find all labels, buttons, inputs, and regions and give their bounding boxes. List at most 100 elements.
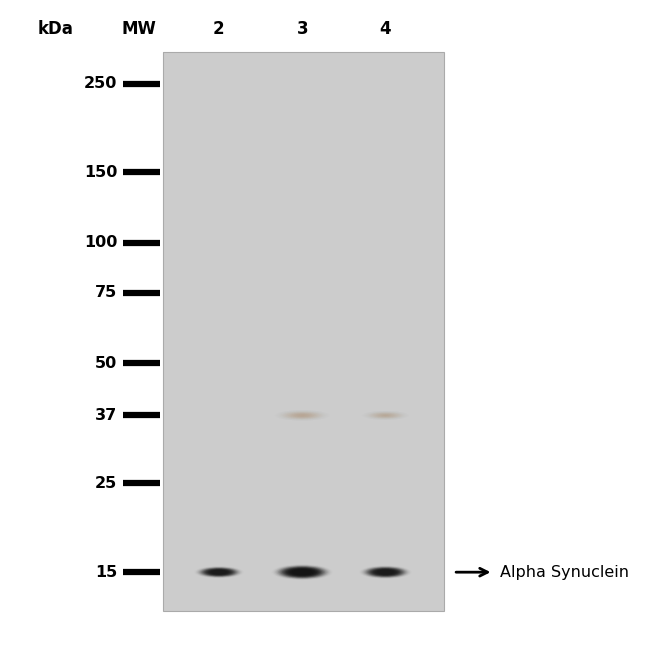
Text: 3: 3 — [296, 20, 308, 38]
Text: 15: 15 — [95, 565, 117, 580]
Ellipse shape — [369, 412, 402, 419]
Ellipse shape — [291, 413, 313, 417]
Bar — [163, 78, 444, 97]
Bar — [163, 112, 444, 130]
Ellipse shape — [294, 570, 310, 575]
Ellipse shape — [207, 569, 231, 575]
Text: 50: 50 — [95, 356, 117, 370]
Text: 100: 100 — [84, 235, 117, 250]
Text: 150: 150 — [84, 165, 117, 180]
Bar — [163, 84, 444, 102]
Bar — [163, 103, 444, 122]
Text: 250: 250 — [84, 76, 117, 91]
Ellipse shape — [298, 415, 306, 416]
Bar — [163, 86, 444, 105]
Ellipse shape — [214, 571, 224, 573]
Ellipse shape — [290, 569, 315, 575]
Ellipse shape — [294, 413, 311, 417]
Bar — [163, 70, 444, 88]
Ellipse shape — [289, 569, 316, 576]
Bar — [163, 52, 444, 60]
Bar — [163, 52, 444, 611]
Ellipse shape — [384, 415, 387, 416]
Ellipse shape — [372, 569, 399, 576]
Ellipse shape — [367, 567, 404, 577]
Ellipse shape — [287, 413, 317, 419]
Ellipse shape — [374, 413, 397, 418]
Text: 4: 4 — [380, 20, 391, 38]
Ellipse shape — [379, 414, 392, 417]
Ellipse shape — [283, 411, 322, 419]
Ellipse shape — [370, 412, 401, 419]
Ellipse shape — [376, 570, 395, 575]
Ellipse shape — [198, 567, 240, 577]
Ellipse shape — [363, 567, 408, 578]
Ellipse shape — [202, 568, 237, 577]
Ellipse shape — [365, 567, 406, 578]
Ellipse shape — [382, 415, 389, 416]
Bar — [163, 95, 444, 114]
Bar — [163, 81, 444, 99]
Ellipse shape — [287, 568, 317, 576]
Ellipse shape — [203, 568, 234, 576]
Ellipse shape — [284, 411, 320, 419]
Ellipse shape — [300, 571, 305, 573]
Ellipse shape — [292, 413, 312, 417]
Ellipse shape — [381, 415, 390, 416]
Ellipse shape — [383, 571, 388, 573]
Ellipse shape — [296, 571, 309, 574]
Bar — [163, 61, 444, 80]
Ellipse shape — [381, 571, 390, 573]
Text: 75: 75 — [95, 285, 117, 300]
Bar — [163, 52, 444, 55]
Ellipse shape — [208, 569, 230, 575]
Ellipse shape — [280, 566, 325, 578]
Bar — [163, 52, 444, 63]
Bar — [163, 58, 444, 77]
Ellipse shape — [292, 569, 311, 575]
Ellipse shape — [378, 570, 393, 574]
Ellipse shape — [301, 572, 304, 573]
Ellipse shape — [295, 414, 309, 417]
Ellipse shape — [213, 571, 224, 573]
Bar — [163, 98, 444, 116]
Ellipse shape — [300, 415, 305, 416]
Ellipse shape — [209, 570, 229, 575]
Text: kDa: kDa — [38, 20, 73, 38]
Ellipse shape — [290, 413, 315, 418]
Ellipse shape — [374, 413, 396, 417]
Ellipse shape — [278, 566, 326, 578]
Ellipse shape — [291, 569, 313, 575]
Ellipse shape — [281, 567, 324, 578]
Ellipse shape — [380, 571, 391, 574]
Ellipse shape — [382, 571, 389, 573]
Ellipse shape — [282, 567, 322, 577]
Bar — [163, 52, 444, 58]
Bar — [163, 56, 444, 74]
Bar — [163, 92, 444, 111]
Ellipse shape — [378, 414, 393, 417]
Ellipse shape — [369, 568, 402, 577]
Ellipse shape — [375, 569, 396, 575]
Bar — [163, 75, 444, 94]
Bar — [163, 117, 444, 136]
Bar — [163, 109, 444, 127]
Text: 2: 2 — [213, 20, 225, 38]
Ellipse shape — [362, 566, 409, 578]
Ellipse shape — [368, 567, 403, 577]
Ellipse shape — [366, 567, 405, 577]
Ellipse shape — [285, 412, 319, 419]
Ellipse shape — [200, 567, 237, 577]
Ellipse shape — [374, 569, 397, 575]
Bar — [163, 106, 444, 125]
Bar — [163, 101, 444, 119]
Ellipse shape — [376, 413, 395, 417]
Bar — [163, 52, 444, 66]
Ellipse shape — [216, 571, 222, 573]
Ellipse shape — [297, 571, 307, 573]
Ellipse shape — [213, 571, 226, 574]
Ellipse shape — [283, 567, 321, 577]
Bar — [163, 114, 444, 133]
Ellipse shape — [378, 571, 393, 574]
Ellipse shape — [372, 569, 398, 575]
